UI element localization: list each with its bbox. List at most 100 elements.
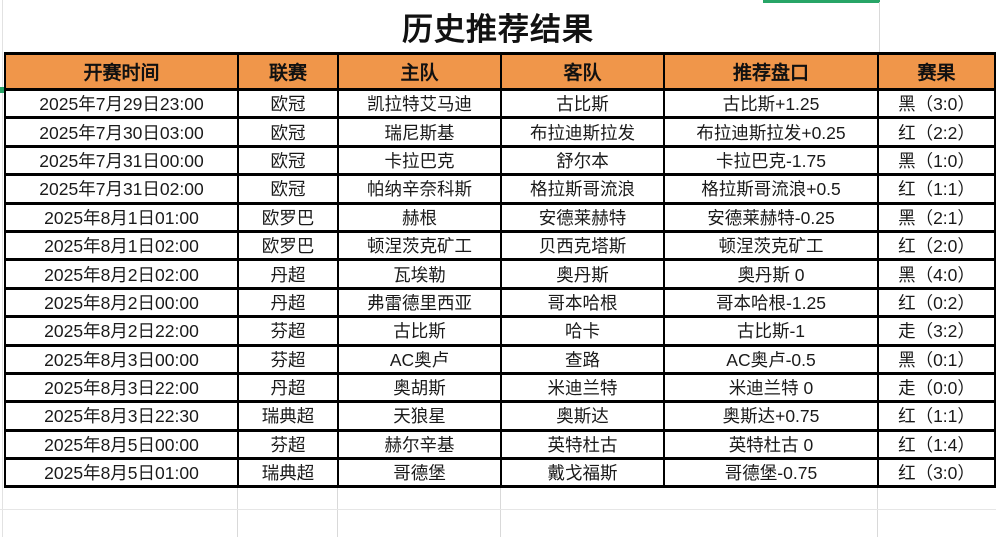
cell-handicap[interactable]: 奥丹斯 0 (663, 258, 879, 290)
cell-time[interactable]: 2025年8月2日22:00 (4, 315, 239, 347)
column-header-result[interactable]: 赛果 (877, 52, 996, 91)
cell-away-team[interactable]: 哈卡 (500, 315, 665, 347)
cell-away-team[interactable]: 米迪兰特 (500, 371, 665, 404)
cell-time[interactable]: 2025年7月30日03:00 (4, 116, 239, 148)
cell-away-team[interactable]: 查路 (500, 343, 665, 375)
cell-away-team[interactable]: 英特杜古 (500, 428, 665, 461)
cell-league[interactable]: 瑞典超 (237, 400, 339, 432)
table-row: 2025年8月5日01:00 瑞典超 哥德堡 戴戈福斯 哥德堡-0.75 红（3… (4, 457, 996, 489)
cell-handicap[interactable]: 古比斯-1 (663, 315, 879, 347)
cell-home-team[interactable]: 瑞尼斯基 (337, 116, 502, 148)
column-header-home[interactable]: 主队 (337, 52, 502, 91)
cell-result[interactable]: 黑（0:1） (877, 343, 996, 375)
cell-league[interactable]: 欧冠 (237, 87, 339, 120)
cell-result[interactable]: 黑（2:1） (877, 201, 996, 233)
cell-handicap[interactable]: 英特杜古 0 (663, 428, 879, 461)
cell-handicap[interactable]: 哥本哈根-1.25 (663, 286, 879, 319)
cell-time[interactable]: 2025年7月29日23:00 (4, 87, 239, 120)
cell-league[interactable]: 欧冠 (237, 144, 339, 177)
cell-handicap[interactable]: 米迪兰特 0 (663, 371, 879, 404)
cell-time[interactable]: 2025年8月3日00:00 (4, 343, 239, 375)
cell-home-team[interactable]: 顿涅茨克矿工 (337, 229, 502, 262)
cell-result[interactable]: 走（3:2） (877, 315, 996, 347)
cell-away-team[interactable]: 戴戈福斯 (500, 457, 665, 489)
cell-home-team[interactable]: 帕纳辛奈科斯 (337, 173, 502, 205)
cell-home-team[interactable]: 奥胡斯 (337, 371, 502, 404)
cell-result[interactable]: 黑（3:0） (877, 87, 996, 120)
cell-away-team[interactable]: 哥本哈根 (500, 286, 665, 319)
cell-away-team[interactable]: 古比斯 (500, 87, 665, 120)
column-header-handicap[interactable]: 推荐盘口 (663, 52, 879, 91)
cell-handicap[interactable]: 奥斯达+0.75 (663, 400, 879, 432)
table-row: 2025年8月3日22:00 丹超 奥胡斯 米迪兰特 米迪兰特 0 走（0:0） (4, 371, 996, 404)
cell-time[interactable]: 2025年8月2日00:00 (4, 286, 239, 319)
cell-away-team[interactable]: 奥斯达 (500, 400, 665, 432)
cell-away-team[interactable]: 奥丹斯 (500, 258, 665, 290)
cell-handicap[interactable]: AC奥卢-0.5 (663, 343, 879, 375)
cell-league[interactable]: 欧罗巴 (237, 201, 339, 233)
cell-time[interactable]: 2025年8月1日02:00 (4, 229, 239, 262)
cell-result[interactable]: 红（2:0） (877, 229, 996, 262)
cell-handicap[interactable]: 顿涅茨克矿工 (663, 229, 879, 262)
cell-time[interactable]: 2025年8月1日01:00 (4, 201, 239, 233)
cell-result[interactable]: 红（1:1） (877, 400, 996, 432)
cell-league[interactable]: 芬超 (237, 428, 339, 461)
cell-result[interactable]: 黑（4:0） (877, 258, 996, 290)
cell-handicap[interactable]: 哥德堡-0.75 (663, 457, 879, 489)
sheet-gridline (877, 487, 878, 537)
cell-league[interactable]: 欧罗巴 (237, 229, 339, 262)
table-row: 2025年8月2日00:00 丹超 弗雷德里西亚 哥本哈根 哥本哈根-1.25 … (4, 286, 996, 319)
cell-home-team[interactable]: 卡拉巴克 (337, 144, 502, 177)
column-header-league[interactable]: 联赛 (237, 52, 339, 91)
cell-time[interactable]: 2025年7月31日02:00 (4, 173, 239, 205)
cell-league[interactable]: 瑞典超 (237, 457, 339, 489)
cell-result[interactable]: 红（1:1） (877, 173, 996, 205)
cell-handicap[interactable]: 格拉斯哥流浪+0.5 (663, 173, 879, 205)
cell-away-team[interactable]: 安德莱赫特 (500, 201, 665, 233)
cell-handicap[interactable]: 安德莱赫特-0.25 (663, 201, 879, 233)
cell-away-team[interactable]: 舒尔本 (500, 144, 665, 177)
cell-away-team[interactable]: 布拉迪斯拉发 (500, 116, 665, 148)
cell-home-team[interactable]: 赫尔辛基 (337, 428, 502, 461)
cell-time[interactable]: 2025年8月2日02:00 (4, 258, 239, 290)
column-header-time[interactable]: 开赛时间 (4, 52, 239, 91)
cell-home-team[interactable]: 瓦埃勒 (337, 258, 502, 290)
cell-handicap[interactable]: 布拉迪斯拉发+0.25 (663, 116, 879, 148)
cell-league[interactable]: 丹超 (237, 371, 339, 404)
table-row: 2025年8月1日01:00 欧罗巴 赫根 安德莱赫特 安德莱赫特-0.25 黑… (4, 201, 996, 233)
cell-time[interactable]: 2025年8月3日22:30 (4, 400, 239, 432)
cell-league[interactable]: 欧冠 (237, 173, 339, 205)
cell-time[interactable]: 2025年8月3日22:00 (4, 371, 239, 404)
cell-time[interactable]: 2025年7月31日00:00 (4, 144, 239, 177)
table-row: 2025年8月3日22:30 瑞典超 天狼星 奥斯达 奥斯达+0.75 红（1:… (4, 400, 996, 432)
cell-result[interactable]: 红（2:2） (877, 116, 996, 148)
cell-league[interactable]: 丹超 (237, 258, 339, 290)
cell-home-team[interactable]: 古比斯 (337, 315, 502, 347)
cell-league[interactable]: 丹超 (237, 286, 339, 319)
cell-away-team[interactable]: 贝西克塔斯 (500, 229, 665, 262)
cell-result[interactable]: 红（3:0） (877, 457, 996, 489)
cell-home-team[interactable]: 天狼星 (337, 400, 502, 432)
cell-home-team[interactable]: AC奥卢 (337, 343, 502, 375)
cell-result[interactable]: 黑（1:0） (877, 144, 996, 177)
cell-handicap[interactable]: 卡拉巴克-1.75 (663, 144, 879, 177)
cell-time[interactable]: 2025年8月5日01:00 (4, 457, 239, 489)
cell-handicap[interactable]: 古比斯+1.25 (663, 87, 879, 120)
cell-result[interactable]: 红（0:2） (877, 286, 996, 319)
cell-result[interactable]: 走（0:0） (877, 371, 996, 404)
cell-league[interactable]: 芬超 (237, 343, 339, 375)
results-tbody: 2025年7月29日23:00 欧冠 凯拉特艾马迪 古比斯 古比斯+1.25 黑… (4, 87, 996, 489)
page-title: 历史推荐结果 (402, 12, 594, 47)
cell-home-team[interactable]: 赫根 (337, 201, 502, 233)
cell-time[interactable]: 2025年8月5日00:00 (4, 428, 239, 461)
cell-league[interactable]: 芬超 (237, 315, 339, 347)
cell-home-team[interactable]: 弗雷德里西亚 (337, 286, 502, 319)
cell-home-team[interactable]: 凯拉特艾马迪 (337, 87, 502, 120)
sheet-gridline-above-header (879, 2, 880, 52)
cell-home-team[interactable]: 哥德堡 (337, 457, 502, 489)
cell-result[interactable]: 红（1:4） (877, 428, 996, 461)
cell-league[interactable]: 欧冠 (237, 116, 339, 148)
sheet-gridline-horizontal (0, 509, 996, 510)
column-header-away[interactable]: 客队 (500, 52, 665, 91)
cell-away-team[interactable]: 格拉斯哥流浪 (500, 173, 665, 205)
